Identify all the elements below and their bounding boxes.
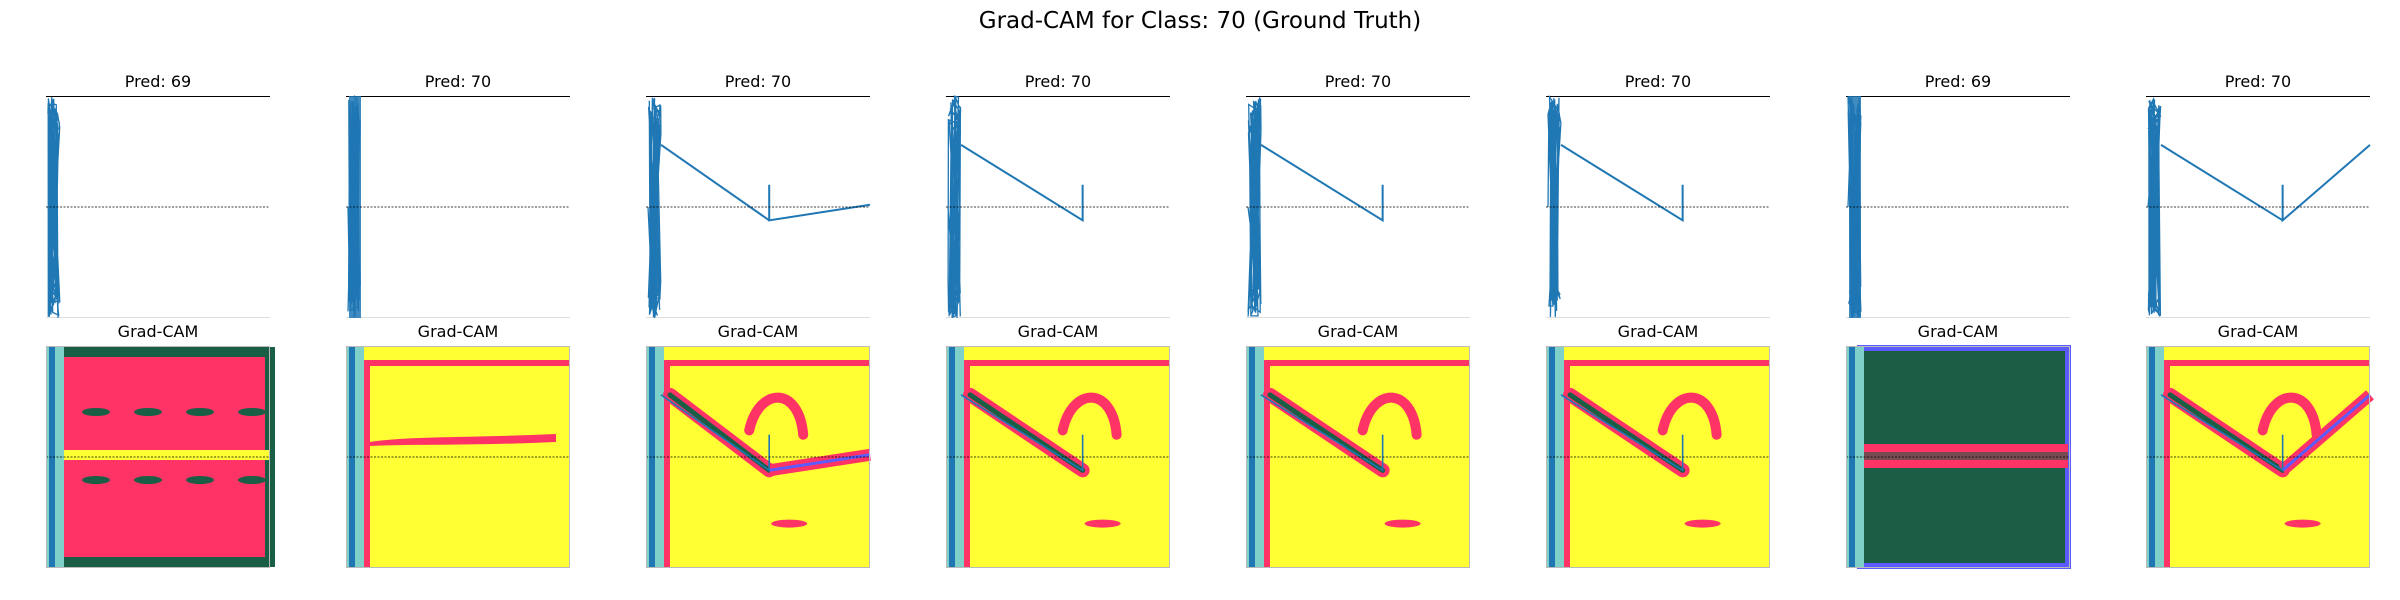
cam-activation-core-2 <box>667 392 772 473</box>
cam-center-core-6 <box>1860 452 2068 460</box>
cam-hot-spot-2 <box>771 519 808 528</box>
cam-activation-arch-2 <box>744 392 809 440</box>
signal-plot-5 <box>1546 94 1770 318</box>
cam-dark-spot-0-3 <box>238 408 266 416</box>
gradcam-title-5: Grad-CAM <box>1617 322 1699 341</box>
cam-left-signal-0 <box>49 346 55 568</box>
signal-plot-4 <box>1246 96 1470 318</box>
prediction-title-5: Pred: 70 <box>1624 72 1692 91</box>
cam-left-signal-4 <box>1249 346 1255 568</box>
cam-hot-spot-7 <box>2284 519 2321 528</box>
cam-border-1 <box>346 346 570 568</box>
cam-hot-spot-3 <box>1084 519 1121 528</box>
cam-hot-spot-5 <box>1684 519 1721 528</box>
cam-hot-spot-4 <box>1384 519 1421 528</box>
cam-activation-arch-5 <box>1657 392 1722 440</box>
cam-signal-overlay-4 <box>1260 394 1384 472</box>
gradcam-plot-4 <box>1246 346 1470 568</box>
cam-left-signal-2 <box>649 346 655 568</box>
signal-plot-3 <box>946 95 1170 319</box>
gradcam-plot-7 <box>2146 346 2374 568</box>
signal-noise-2 <box>647 97 662 319</box>
gradcam-plot-5 <box>1546 346 1770 568</box>
signal-sawtooth-7 <box>2160 143 2371 223</box>
gradcam-title-2: Grad-CAM <box>717 322 799 341</box>
cam-activation-arch-3 <box>1057 392 1122 440</box>
figure-title: Grad-CAM for Class: 70 (Ground Truth) <box>978 8 1422 34</box>
cam-border-3 <box>946 346 1170 568</box>
prediction-title-3: Pred: 70 <box>1024 72 1092 91</box>
cam-center-band-0 <box>56 450 270 460</box>
gradcam-plot-0 <box>46 346 275 568</box>
cam-border-2 <box>646 346 870 568</box>
cam-border-0 <box>46 346 270 568</box>
cam-border-7 <box>2146 346 2370 568</box>
signal-plot-7 <box>2146 96 2371 318</box>
gradcam-plot-6 <box>1846 345 2071 569</box>
signal-sawtooth-2 <box>660 144 871 222</box>
signal-noise-0 <box>47 97 61 318</box>
gradcam-title-4: Grad-CAM <box>1317 322 1399 341</box>
cam-dark-spot-0-1 <box>134 408 162 416</box>
cam-border-4 <box>1246 346 1470 568</box>
cam-signal-overlay-5 <box>1560 394 1684 472</box>
cam-signal-overlay-3 <box>960 394 1084 472</box>
prediction-title-6: Pred: 69 <box>1924 72 1992 91</box>
cam-border-5 <box>1546 346 1770 568</box>
cam-left-signal-3 <box>949 346 955 568</box>
cam-dark-spot-low-0-3 <box>238 476 266 484</box>
cam-hot-streak-1 <box>370 434 556 446</box>
gradcam-title-3: Grad-CAM <box>1017 322 1099 341</box>
prediction-title-0: Pred: 69 <box>124 72 192 91</box>
signal-sawtooth-3 <box>960 143 1084 223</box>
cam-dark-spot-low-0-2 <box>186 476 214 484</box>
signal-noise-7 <box>2147 96 2162 317</box>
gradcam-title-7: Grad-CAM <box>2217 322 2299 341</box>
prediction-title-7: Pred: 70 <box>2224 72 2292 91</box>
cam-left-signal-5 <box>1549 346 1555 568</box>
cam-activation-tail-core-7 <box>2281 393 2371 472</box>
signal-sawtooth-4 <box>1260 143 1384 223</box>
gradcam-plot-3 <box>946 346 1170 568</box>
signal-noise-5 <box>1547 94 1562 317</box>
gradcam-title-0: Grad-CAM <box>117 322 199 341</box>
gradcam-plot-1 <box>346 346 570 568</box>
cam-dark-spot-0-2 <box>186 408 214 416</box>
cam-left-signal-6 <box>1849 346 1855 568</box>
cam-left-signal-7 <box>2149 346 2155 568</box>
signal-plot-0 <box>46 96 270 318</box>
prediction-title-1: Pred: 70 <box>424 72 492 91</box>
signal-noise-3 <box>947 95 962 319</box>
prediction-title-4: Pred: 70 <box>1324 72 1392 91</box>
signal-plot-1 <box>346 94 570 318</box>
signal-sawtooth-5 <box>1560 143 1684 223</box>
gradcam-title-6: Grad-CAM <box>1917 322 1999 341</box>
signal-plot-2 <box>646 96 871 319</box>
cam-dark-spot-low-0-1 <box>134 476 162 484</box>
cam-activation-arch-7 <box>2257 392 2322 440</box>
cam-signal-overlay-7 <box>2160 394 2284 472</box>
gradcam-title-1: Grad-CAM <box>417 322 499 341</box>
cam-dark-spot-0-0 <box>82 408 110 416</box>
cam-activation-arch-4 <box>1357 392 1422 440</box>
cam-left-signal-1 <box>349 346 355 568</box>
cam-signal-overlay-2 <box>660 394 770 472</box>
signal-noise-4 <box>1247 97 1262 317</box>
signal-plot-6 <box>1846 96 2070 318</box>
gradcam-plot-2 <box>646 346 871 568</box>
prediction-title-2: Pred: 70 <box>724 72 792 91</box>
cam-dark-spot-low-0-0 <box>82 476 110 484</box>
cam-border-6 <box>1846 346 2070 568</box>
